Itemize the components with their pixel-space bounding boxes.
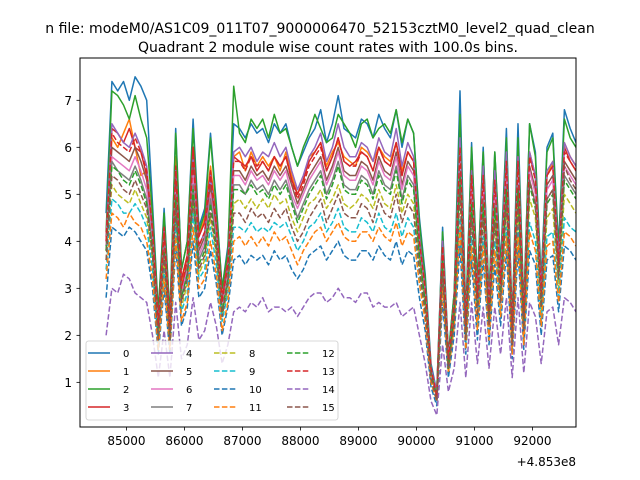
legend-label: 6 [186,385,192,396]
y-tick-label: 4 [64,235,72,249]
series-layer [105,76,576,416]
legend-label: 0 [123,349,129,360]
legend-label: 5 [186,367,192,378]
x-tick-label: 91000 [455,434,493,448]
x-axis: 85000 86000 87000 88000 89000 90000 91000 92000 [107,427,552,448]
y-tick-label: 7 [64,94,72,108]
x-tick-label: 92000 [513,434,551,448]
y-tick-label: 3 [64,282,72,296]
x-tick-label: 89000 [339,434,377,448]
legend-box [85,340,339,421]
legend-label: 13 [322,367,335,378]
legend-label: 14 [322,385,335,396]
series-line-15 [105,165,576,402]
legend-label: 8 [249,349,255,360]
y-tick-label: 1 [64,376,72,390]
legend-label: 9 [249,367,255,378]
x-tick-label: 90000 [397,434,435,448]
legend-label: 1 [123,367,129,378]
series-line-11 [105,212,576,402]
legend-label: 10 [249,385,262,396]
x-tick-label: 87000 [223,434,261,448]
figure-suptitle: n file: modeM0/AS1C09_011T07_9000006470_… [45,21,594,37]
series-line-13 [105,132,576,398]
y-tick-label: 6 [64,141,72,155]
legend-label: 15 [322,403,335,414]
x-offset-label: +4.853e8 [517,455,576,469]
x-tick-label: 85000 [107,434,145,448]
x-tick-label: 86000 [165,434,203,448]
legend-label: 4 [186,349,192,360]
legend-label: 2 [123,385,129,396]
y-tick-label: 5 [64,188,72,202]
series-line-14 [105,273,576,416]
y-axis: 1 2 3 4 5 6 7 [64,94,80,390]
legend-label: 12 [322,349,335,360]
chart-title: Quadrant 2 module wise count rates with … [138,40,518,56]
series-line-10 [105,226,576,407]
x-tick-label: 88000 [281,434,319,448]
series-line-9 [105,198,576,402]
legend-label: 11 [249,403,262,414]
axes-frame [79,57,577,428]
legend-label: 3 [123,403,129,414]
legend-label: 7 [186,403,192,414]
y-tick-label: 2 [64,329,72,343]
